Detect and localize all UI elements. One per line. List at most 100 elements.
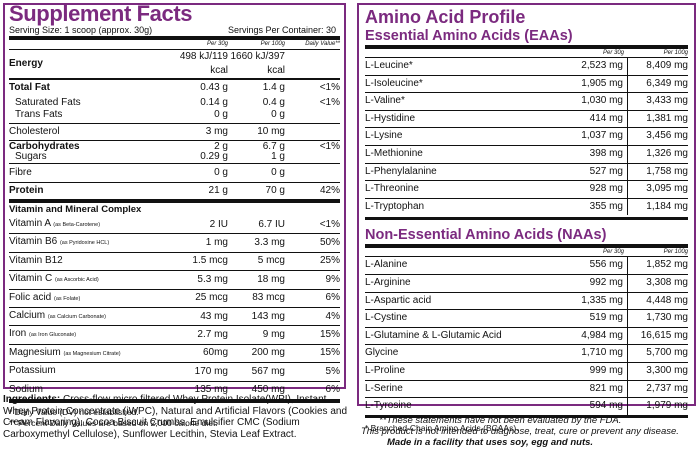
header-per100: Per 100g xyxy=(260,41,285,47)
amino-per100: 5,700 mg xyxy=(646,347,688,359)
header-per30: Per 30g xyxy=(206,41,228,47)
amino-name: Glycine xyxy=(365,347,399,359)
vitamin-per100: 5 mcg xyxy=(257,255,285,267)
vitamin-dv: 50% xyxy=(319,236,340,248)
ingredients-label: Ingredients: xyxy=(3,394,61,405)
vitamin-per30: 25 mcg xyxy=(195,292,228,304)
eaa-row: L-Valine* 1,030 mg 3,433 mg xyxy=(365,93,688,111)
amino-per30: 1,710 mg xyxy=(570,345,628,362)
nutrient-row: Sugars 0.29 g 1 g xyxy=(15,151,285,162)
vitamin-dv: 5% xyxy=(325,365,340,377)
disclaimer-intent: This product is not intended to diagnose… xyxy=(361,426,679,437)
vitamin-source: (as Iron Gluconate) xyxy=(29,332,77,339)
footnote-percent: ** Percent Daily Values are based on 2,0… xyxy=(9,418,218,429)
nutrient-row: Total Fat 0.43 g 1.4 g <1% xyxy=(9,82,340,93)
amino-per30: 594 mg xyxy=(570,398,628,415)
vitamin-per30: 43 mg xyxy=(200,310,228,322)
amino-per100: 6,349 mg xyxy=(646,77,688,89)
vitamin-source: (as Ascorbic Acid) xyxy=(54,277,99,284)
amino-per30: 2,523 mg xyxy=(570,58,628,75)
vitamin-name: Vitamin B12 xyxy=(9,254,63,266)
vitamin-row: Calcium (as Calcium Carbonate) 43 mg 143 m… xyxy=(9,308,340,327)
vitamin-row: Vitamin C (as Ascorbic Acid) 5.3 mg 18 mg 9… xyxy=(9,271,340,290)
eaa-row: L-Phenylalanine 527 mg 1,758 mg xyxy=(365,163,688,182)
amino-per30: 1,037 mg xyxy=(570,128,628,145)
vitamin-per30: 170 mg xyxy=(194,365,228,377)
vitamin-name: Sodium xyxy=(9,383,43,395)
vitamin-name: Calcium xyxy=(9,310,46,322)
vitamin-row: Vitamin B6 (as Pyridoxine HCL) 1 mg 3.3 mg… xyxy=(9,234,340,253)
naa-title: Non-Essential Amino Acids (NAAs) xyxy=(365,217,688,249)
disclaimer-fda: **These statements have not been evaluat… xyxy=(379,415,622,426)
amino-per100: 3,300 mg xyxy=(646,364,688,376)
vitamin-source: (as Calcium Carbonate) xyxy=(47,314,106,321)
vitamins-title: Vitamin and Mineral Complex xyxy=(9,204,142,215)
amino-name: L-Isoleucine* xyxy=(365,77,423,89)
header-dv: Daily Value** xyxy=(305,41,340,47)
amino-per100: 1,852 mg xyxy=(646,259,688,271)
vitamin-dv: 6% xyxy=(325,384,340,396)
naa-row: L-Proline 999 mg 3,300 mg xyxy=(365,362,688,381)
eaa-row: L-Isoleucine* 1,905 mg 6,349 mg xyxy=(365,75,688,94)
ingredients: Ingredients: Cross-flow micro filtered W… xyxy=(3,394,348,440)
fibre-row: Fibre 0 g 0 g xyxy=(9,164,340,183)
amino-per100: 1,730 mg xyxy=(646,312,688,324)
amino-per100: 3,095 mg xyxy=(646,183,688,195)
amino-name: L-Phenylalanine xyxy=(365,165,437,177)
amino-per30: 821 mg xyxy=(570,380,628,398)
naa-row: L-Cystine 519 mg 1,730 mg xyxy=(365,310,688,328)
cholesterol-row: Cholesterol 3 mg 10 mg xyxy=(9,124,340,141)
nutrient-row: Saturated Fats 0.14 g 0.4 g <1% xyxy=(15,97,340,108)
vitamin-dv: 25% xyxy=(319,255,340,267)
amino-per100: 3,308 mg xyxy=(646,276,688,288)
vitamin-source: (as Folate) xyxy=(54,295,81,302)
amino-per30: 992 mg xyxy=(570,274,628,292)
amino-name: L-Leucine* xyxy=(365,60,413,71)
vitamin-name: Iron xyxy=(9,328,27,340)
naa-row: L-Arginine 992 mg 3,308 mg xyxy=(365,274,688,293)
eaa-row: L-Tryptophan 355 mg 1,184 mg xyxy=(365,198,688,216)
vitamin-row: Sodium 135 mg 450 mg 6% xyxy=(9,382,340,401)
vitamin-name: Vitamin B6 xyxy=(9,236,58,248)
vitamin-dv: 15% xyxy=(319,347,340,359)
amino-name: L-Serine xyxy=(365,382,403,394)
vitamin-per100: 200 mg xyxy=(251,347,285,359)
vitamin-source: (as Beta-Carotene) xyxy=(53,222,101,228)
amino-per100: 1,184 mg xyxy=(646,200,688,212)
vitamin-per30: 1.5 mcg xyxy=(192,255,228,267)
amino-per30: 556 mg xyxy=(570,257,628,274)
carbs-block: Carbohydrates 2 g 6.7 g <1% Sugars 0.29 … xyxy=(9,141,340,164)
vitamin-name: Potassium xyxy=(9,365,56,377)
amino-name: L-Methionine xyxy=(365,147,423,159)
vitamin-per100: 3.3 mg xyxy=(254,236,285,248)
supplement-facts-title: Supplement Facts xyxy=(9,1,193,26)
amino-per100: 3,456 mg xyxy=(646,130,688,142)
amino-name: L-Valine* xyxy=(365,95,405,107)
amino-per100: 4,448 mg xyxy=(646,294,688,306)
footnotes: * Daily Value (DV) not established. ** P… xyxy=(9,400,340,429)
naa-row: L-Alanine 556 mg 1,852 mg xyxy=(365,257,688,275)
vitamin-per30: 135 mg xyxy=(194,384,228,396)
amino-name: L-Tyrosine xyxy=(365,400,412,412)
amino-per100: 3,433 mg xyxy=(646,95,688,107)
naa-row: L-Serine 821 mg 2,737 mg xyxy=(365,380,688,399)
disclaimer: **These statements have not been evaluat… xyxy=(361,415,696,448)
amino-per100: 8,409 mg xyxy=(646,60,688,71)
amino-per100: 1,758 mg xyxy=(646,165,688,177)
vitamin-per30: 2 IU xyxy=(209,218,228,230)
amino-per30: 355 mg xyxy=(570,198,628,216)
vitamin-row: Folic acid (as Folate) 25 mcg 83 mcg 6% xyxy=(9,290,340,309)
vitamin-per100: 143 mg xyxy=(251,310,285,322)
fat-block: Total Fat 0.43 g 1.4 g <1% Saturated Fat… xyxy=(9,80,340,124)
vitamin-dv: 6% xyxy=(325,292,340,304)
vitamin-per30: 5.3 mg xyxy=(197,273,228,285)
serving-info: Serving Size: 1 scoop (approx. 30g) Serv… xyxy=(9,25,340,40)
vitamin-name: Folic acid xyxy=(9,291,52,303)
vitamin-per100: 18 mg xyxy=(257,273,285,285)
amino-per30: 398 mg xyxy=(570,145,628,163)
vitamin-name: Magnesium xyxy=(9,346,61,358)
servings-per-container: Servings Per Container: 30 xyxy=(227,25,336,35)
eaa-row: L-Hystidine 414 mg 1,381 mg xyxy=(365,110,688,129)
amino-name: L-Arginine xyxy=(365,276,411,288)
amino-name: L-Alanine xyxy=(365,259,408,271)
